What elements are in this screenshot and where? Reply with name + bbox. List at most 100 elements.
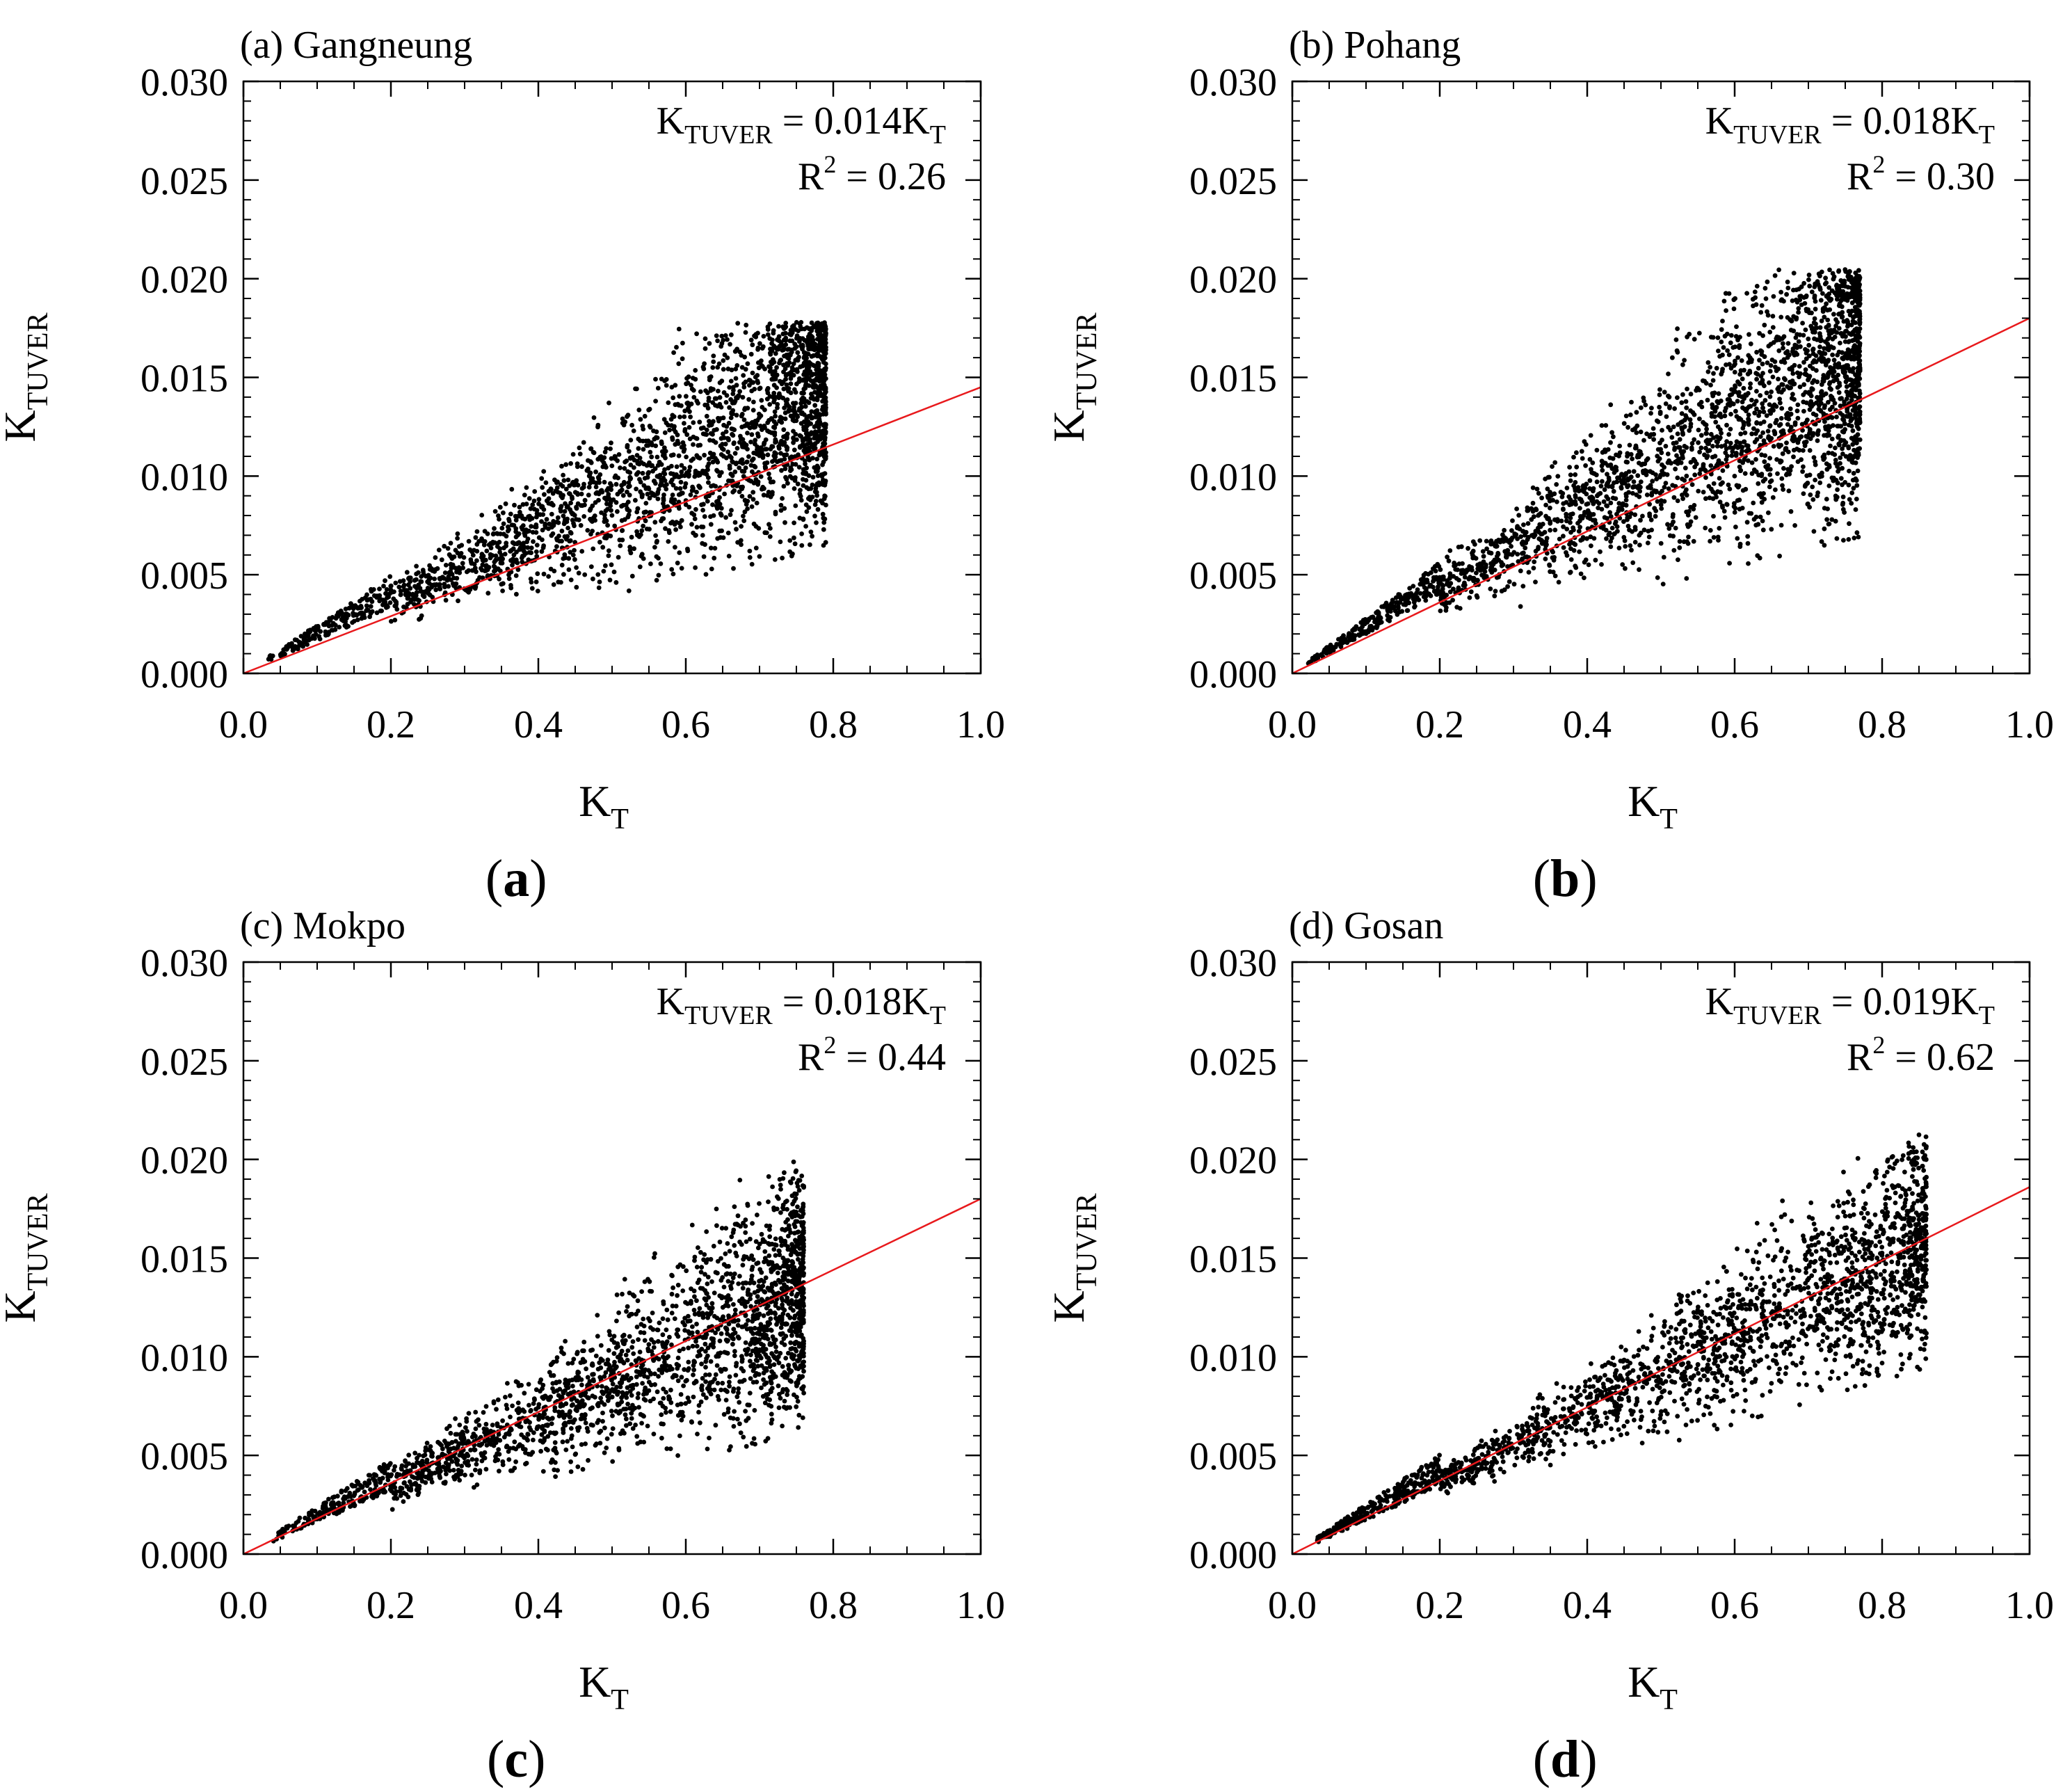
scatter-point [772, 409, 778, 415]
scatter-point [503, 501, 508, 506]
scatter-point [1797, 294, 1803, 299]
scatter-point [558, 506, 563, 511]
scatter-point [1584, 536, 1589, 541]
scatter-point [744, 322, 749, 328]
scatter-point [675, 474, 680, 479]
scatter-point [1664, 414, 1669, 419]
scatter-point [789, 414, 795, 419]
scatter-point [1767, 456, 1773, 461]
scatter-point [387, 600, 393, 605]
scatter-point [1424, 586, 1429, 591]
scatter-point [570, 451, 576, 457]
scatter-point [1780, 483, 1785, 488]
scatter-points [266, 320, 828, 662]
scatter-point [1694, 387, 1699, 393]
scatter-point [368, 604, 374, 609]
scatter-point [588, 460, 594, 465]
scatter-point [500, 557, 505, 562]
scatter-point [731, 441, 737, 447]
scatter-point [394, 600, 399, 605]
scatter-point [1742, 430, 1748, 435]
scatter-point [1824, 497, 1829, 502]
scatter-point [1831, 328, 1837, 333]
scatter-point [771, 479, 776, 485]
scatter-point [663, 526, 668, 531]
scatter-point [658, 561, 664, 566]
scatter-point [676, 453, 682, 458]
scatter-point [1509, 544, 1514, 549]
scatter-point [1538, 524, 1543, 529]
scatter-point [1648, 410, 1653, 416]
scatter-point [1770, 374, 1776, 380]
scatter-point [768, 351, 773, 357]
scatter-point [531, 506, 537, 512]
scatter-point [767, 402, 773, 407]
scatter-point [510, 562, 515, 568]
scatter-point [371, 587, 376, 592]
scatter-point [511, 557, 515, 562]
scatter-point [703, 572, 709, 577]
scatter-point [741, 518, 747, 523]
scatter-point [718, 443, 723, 449]
scatter-point [1552, 491, 1557, 497]
scatter-point [1411, 596, 1416, 602]
scatter-point [596, 585, 602, 591]
scatter-point [1638, 405, 1644, 410]
scatter-point [1632, 540, 1638, 545]
scatter-point [1715, 335, 1721, 340]
scatter-point [529, 579, 534, 585]
scatter-point [699, 525, 704, 529]
scatter-point [750, 456, 756, 461]
scatter-point [812, 324, 817, 330]
scatter-point [742, 497, 748, 503]
scatter-point [718, 452, 724, 457]
scatter-point [1447, 574, 1453, 579]
scatter-point [1815, 438, 1820, 443]
scatter-point [456, 544, 462, 549]
scatter-point [760, 405, 765, 410]
scatter-point [381, 584, 386, 589]
scatter-point [1708, 365, 1713, 370]
scatter-point [813, 469, 819, 474]
scatter-point [822, 323, 828, 328]
scatter-point [417, 586, 423, 591]
scatter-point [533, 579, 539, 584]
scatter-point [798, 324, 803, 329]
scatter-point [506, 576, 512, 582]
scatter-point [414, 563, 419, 569]
scatter-point [520, 502, 526, 507]
scatter-point [1806, 336, 1811, 342]
scatter-point [755, 431, 760, 436]
scatter-point [1552, 460, 1558, 465]
scatter-point [1594, 479, 1600, 485]
scatter-point [757, 554, 762, 559]
scatter-point [811, 445, 816, 451]
scatter-point [1758, 381, 1762, 386]
r-squared-sup: 2 [824, 150, 836, 178]
scatter-point [704, 427, 709, 433]
scatter-point [615, 491, 620, 497]
scatter-point [788, 381, 794, 386]
scatter-point [602, 512, 607, 518]
scatter-point [812, 513, 817, 519]
scatter-point [1396, 605, 1401, 611]
scatter-point [732, 451, 738, 456]
scatter-point [349, 602, 354, 608]
scatter-point [676, 326, 682, 332]
scatter-point [1774, 457, 1780, 462]
scatter-point [755, 330, 760, 336]
scatter-point [1835, 319, 1840, 325]
scatter-point [525, 536, 531, 541]
scatter-point [466, 538, 472, 544]
scatter-point [755, 482, 761, 487]
scatter-point [662, 471, 668, 477]
scatter-point [640, 424, 645, 429]
scatter-point [1742, 439, 1747, 445]
scatter-point [530, 502, 536, 507]
scatter-point [1714, 365, 1719, 371]
scatter-point [634, 458, 640, 464]
scatter-point [1733, 525, 1738, 529]
scatter-point [1836, 390, 1842, 395]
scatter-point [529, 586, 535, 591]
scatter-point [1726, 352, 1732, 358]
